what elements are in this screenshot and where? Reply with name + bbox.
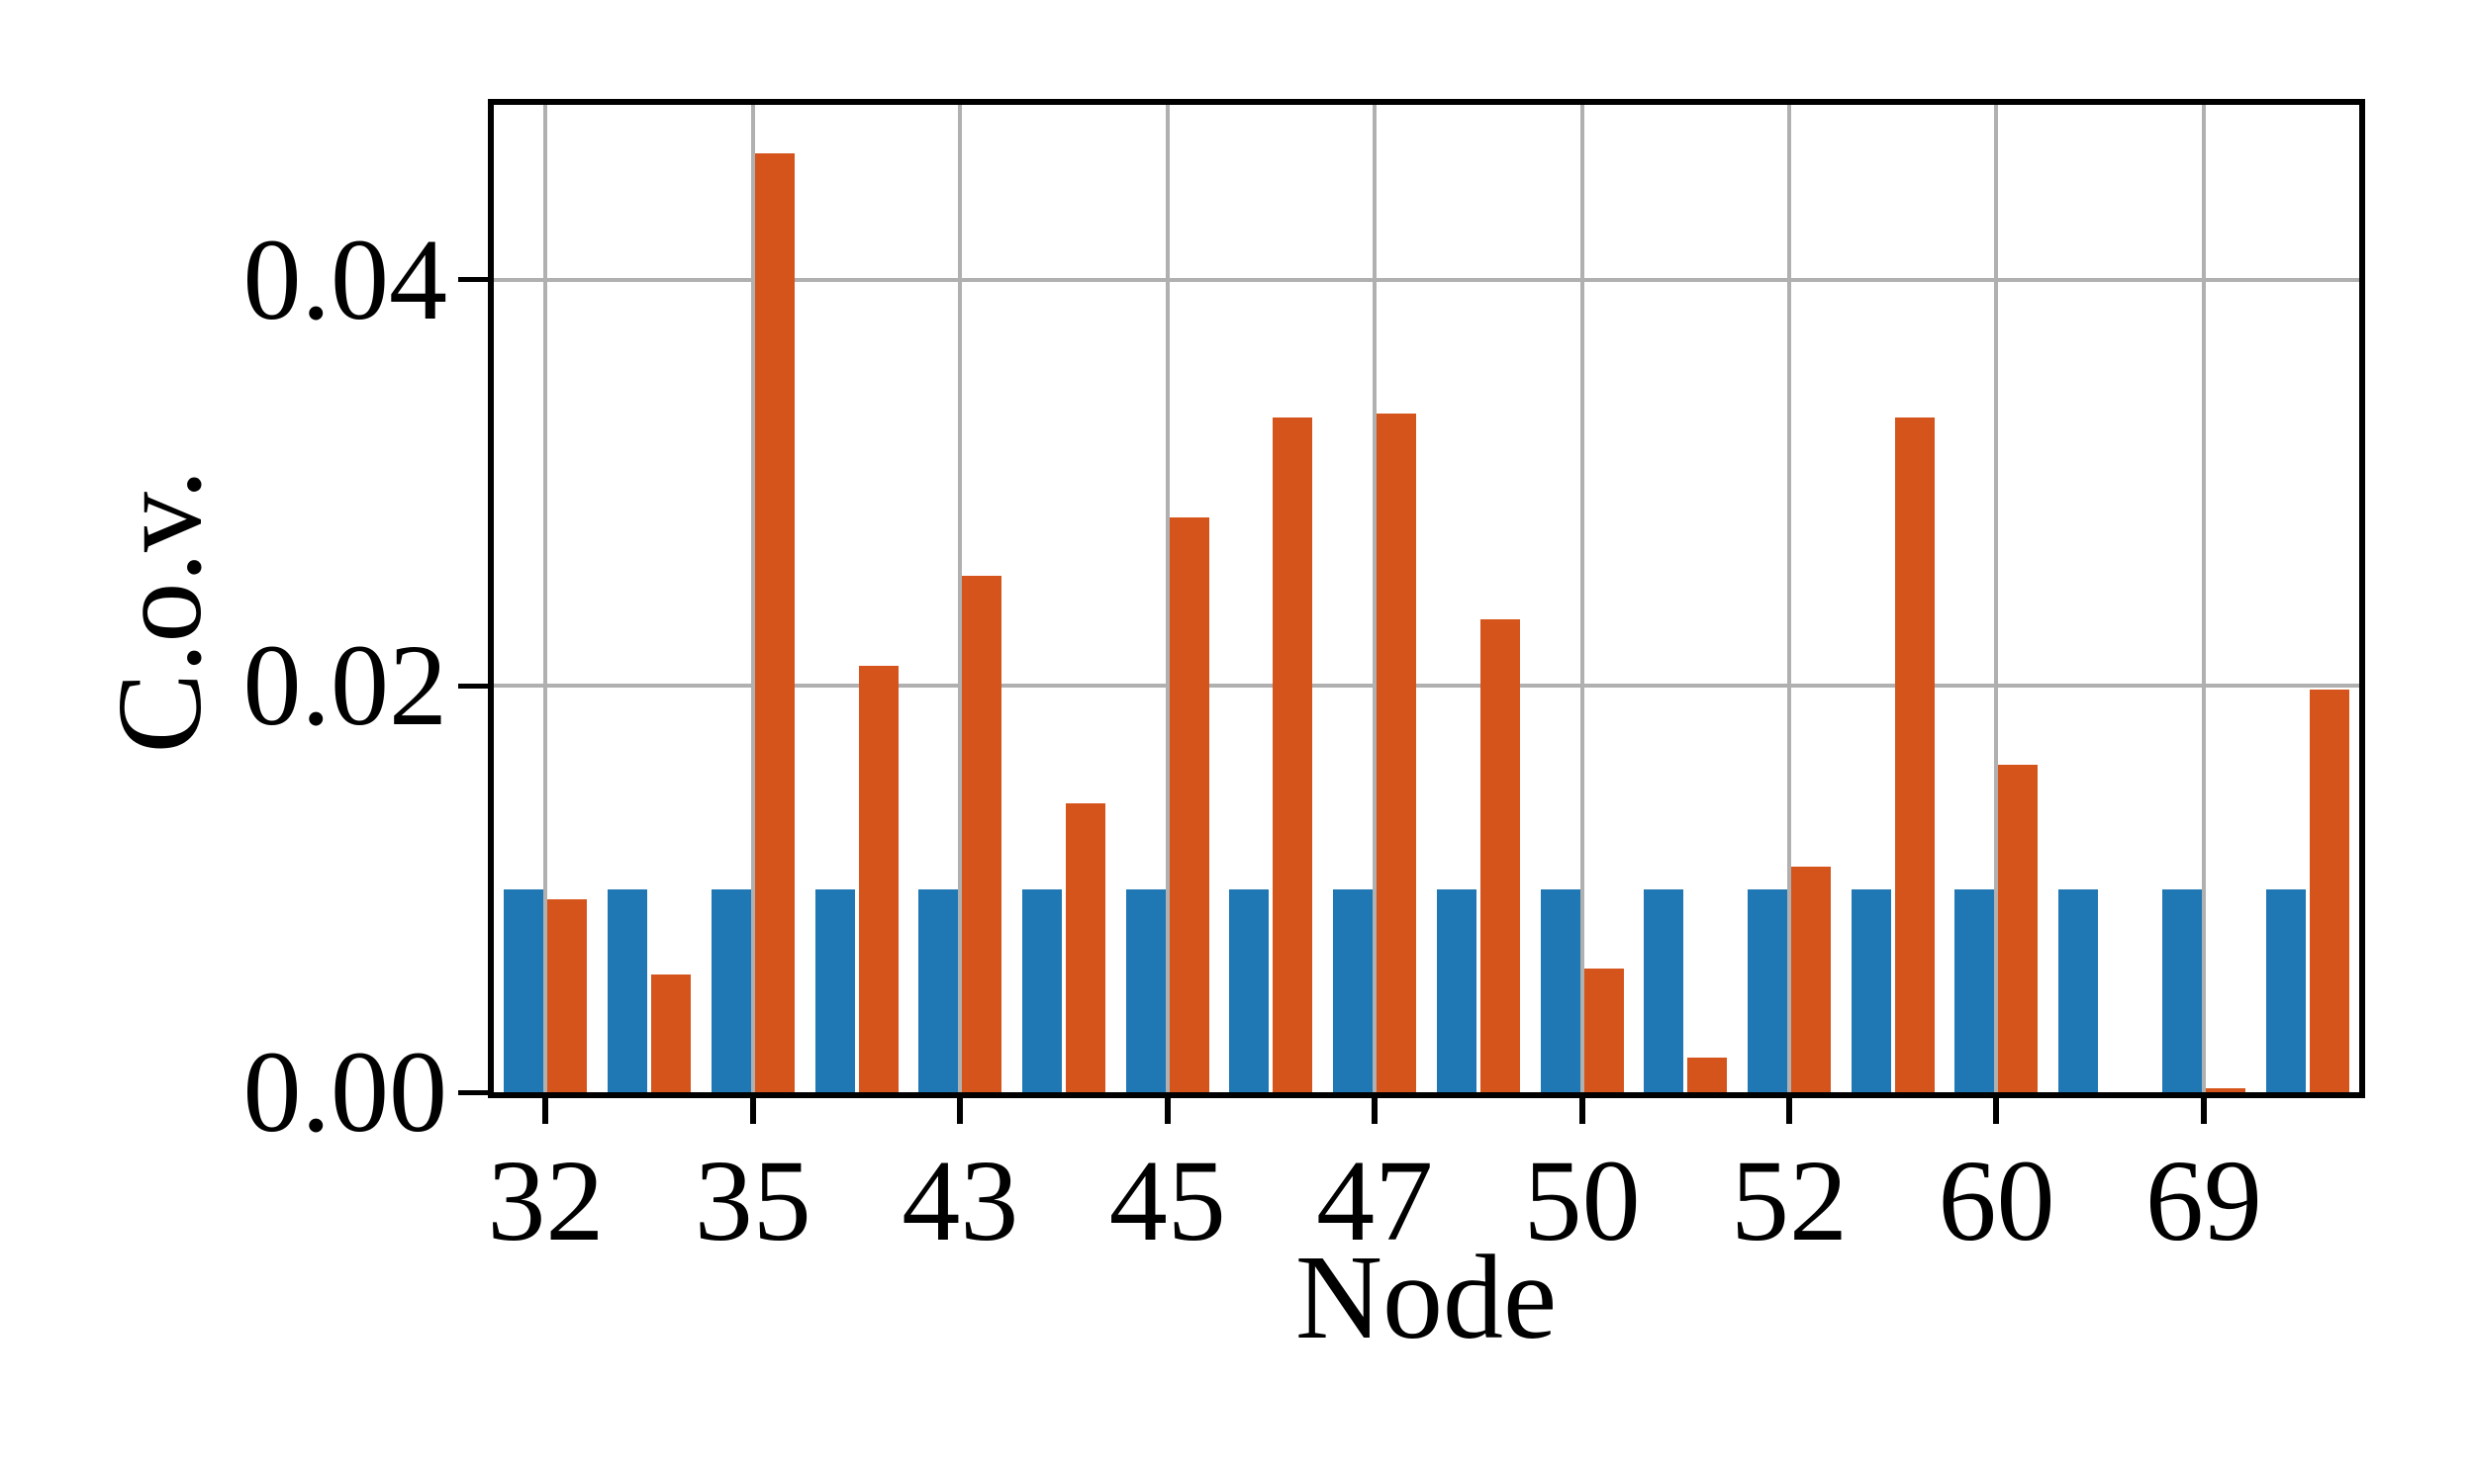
v-gridline-69 (2201, 105, 2206, 1092)
bar-blue-6 (1125, 888, 1166, 1092)
x-tick-mark-60 (1993, 1098, 2000, 1124)
x-tick-label-60: 60 (1938, 1136, 2055, 1265)
bar-orange-3 (858, 665, 899, 1092)
v-gridline-60 (1994, 105, 1999, 1092)
x-tick-label-32: 32 (487, 1136, 605, 1265)
x-axis-title: Node (1294, 1231, 1558, 1364)
bar-blue-14 (1954, 888, 1995, 1092)
bar-blue-4 (918, 888, 959, 1092)
x-tick-label-50: 50 (1523, 1136, 1641, 1265)
bar-blue-10 (1540, 888, 1580, 1092)
x-tick-mark-69 (2200, 1098, 2207, 1124)
v-gridline-43 (958, 105, 963, 1092)
bar-blue-3 (814, 888, 855, 1092)
bar-orange-1 (651, 974, 692, 1092)
x-tick-mark-35 (749, 1098, 756, 1124)
bar-blue-13 (1851, 888, 1891, 1092)
bar-blue-8 (1333, 888, 1374, 1092)
bar-blue-12 (1748, 888, 1788, 1092)
x-tick-label-52: 52 (1731, 1136, 1849, 1265)
bar-orange-17 (2309, 690, 2349, 1092)
v-gridline-52 (1787, 105, 1792, 1092)
y-tick-label-0.04: 0.04 (242, 214, 448, 344)
x-tick-mark-47 (1372, 1098, 1379, 1124)
x-tick-label-45: 45 (1108, 1136, 1226, 1265)
bar-blue-16 (2161, 888, 2202, 1092)
bar-orange-4 (962, 576, 1002, 1092)
bar-blue-0 (504, 888, 544, 1092)
x-tick-label-43: 43 (902, 1136, 1019, 1265)
plot-area (488, 99, 2365, 1098)
bar-blue-11 (1644, 888, 1684, 1092)
bar-orange-5 (1065, 803, 1105, 1092)
x-tick-mark-50 (1578, 1098, 1585, 1124)
bar-orange-7 (1273, 417, 1313, 1092)
bar-orange-2 (754, 153, 795, 1092)
bar-blue-15 (2058, 888, 2099, 1092)
bar-blue-2 (711, 888, 751, 1092)
bar-orange-11 (1687, 1058, 1728, 1092)
bar-orange-10 (1583, 968, 1624, 1092)
v-gridline-35 (750, 105, 755, 1092)
bar-blue-7 (1229, 888, 1270, 1092)
bar-blue-5 (1021, 888, 1062, 1092)
y-tick-mark-0.00 (458, 1089, 488, 1095)
x-tick-mark-43 (957, 1098, 964, 1124)
v-gridline-47 (1373, 105, 1378, 1092)
v-gridline-45 (1165, 105, 1170, 1092)
bar-orange-13 (1894, 417, 1935, 1092)
x-tick-mark-32 (542, 1098, 549, 1124)
bar-orange-9 (1479, 618, 1520, 1092)
h-gridline-0.04 (494, 277, 2359, 282)
y-tick-mark-0.04 (458, 277, 488, 283)
bar-orange-6 (1169, 516, 1209, 1092)
x-tick-mark-45 (1164, 1098, 1171, 1124)
bar-blue-1 (608, 888, 648, 1092)
x-tick-label-47: 47 (1316, 1136, 1434, 1265)
bar-orange-16 (2205, 1087, 2245, 1092)
bar-orange-14 (1998, 765, 2039, 1092)
x-tick-mark-52 (1786, 1098, 1793, 1124)
bar-orange-8 (1377, 414, 1417, 1092)
x-tick-label-69: 69 (2144, 1136, 2262, 1265)
bar-blue-17 (2265, 888, 2306, 1092)
y-tick-label-0.02: 0.02 (242, 620, 448, 751)
bar-blue-9 (1436, 888, 1476, 1092)
h-gridline-0.02 (494, 684, 2359, 689)
bar-orange-0 (547, 898, 588, 1092)
bar-orange-12 (1791, 867, 1832, 1092)
y-tick-label-0.00: 0.00 (242, 1027, 448, 1157)
v-gridline-50 (1579, 105, 1584, 1092)
v-gridline-32 (543, 105, 548, 1092)
y-tick-mark-0.02 (458, 683, 488, 689)
x-tick-label-35: 35 (694, 1136, 811, 1265)
